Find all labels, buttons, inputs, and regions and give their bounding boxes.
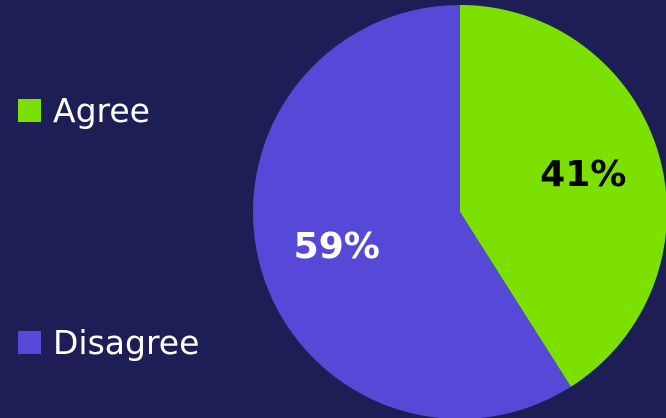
legend-swatch-disagree [18,331,41,354]
legend-label-disagree: Disagree [53,323,200,362]
legend-swatch-agree [18,99,41,122]
pie-slice-disagree [253,5,571,418]
pie-slice-agree [460,5,666,387]
legend-item-agree: Agree [18,94,150,127]
legend-label-agree: Agree [53,91,150,130]
legend-item-disagree: Disagree [18,326,199,359]
data-label-disagree: 59% [294,226,380,267]
data-label-agree: 41% [540,154,626,195]
